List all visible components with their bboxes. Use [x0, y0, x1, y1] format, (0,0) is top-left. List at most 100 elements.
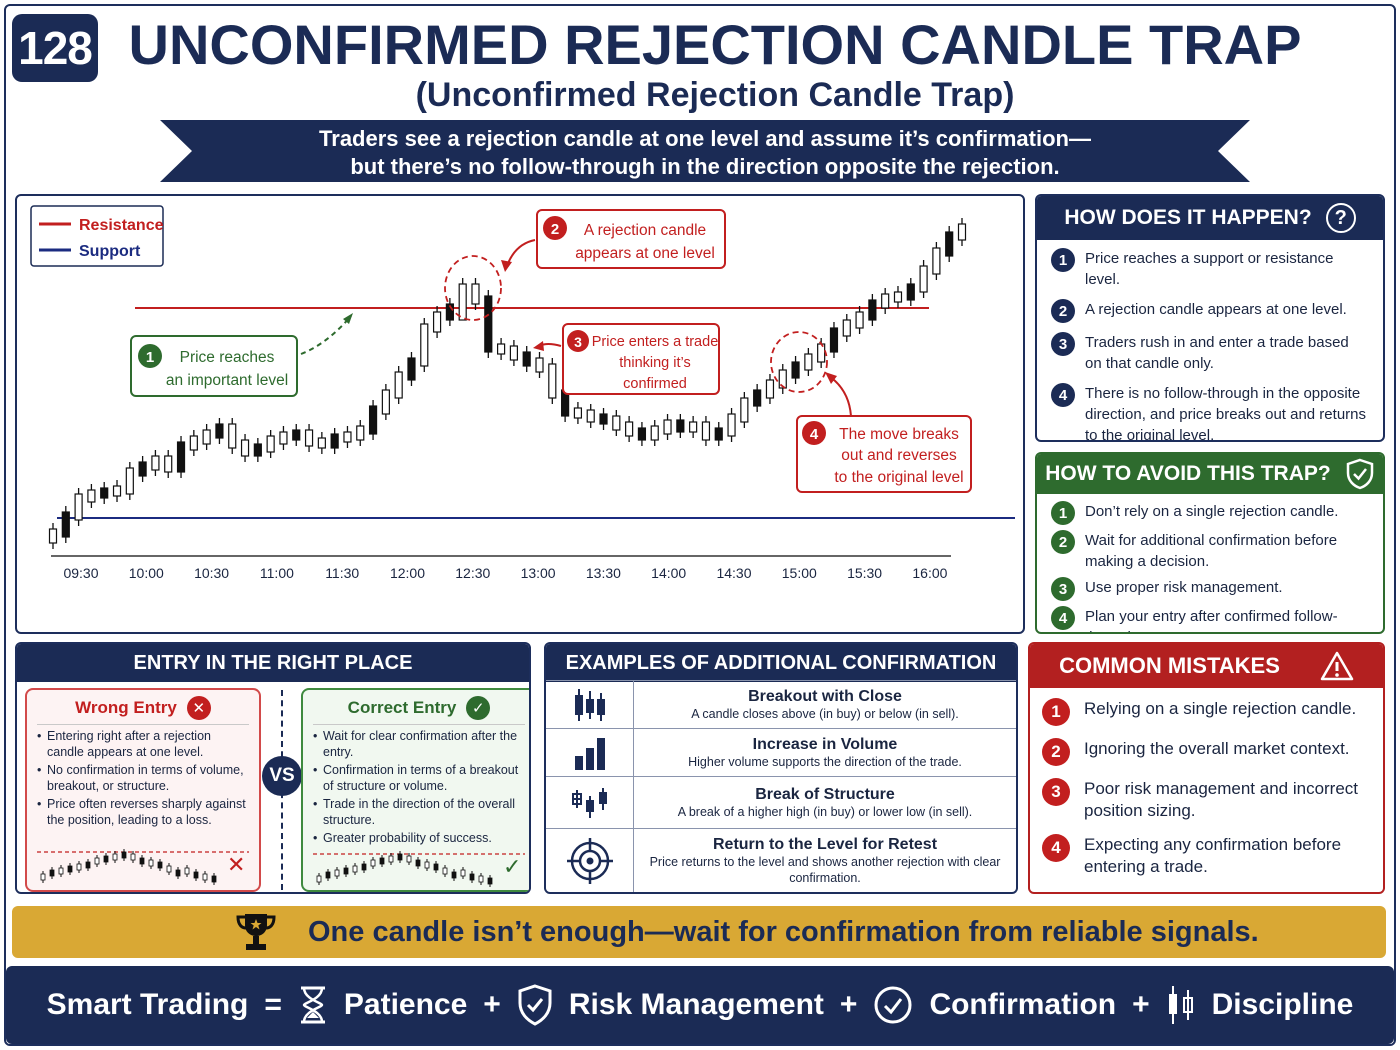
footer-risk-management: Risk Management: [568, 988, 824, 1021]
x-tick-label: 16:00: [912, 565, 947, 581]
candle-body: [791, 361, 800, 379]
list-item: Entering right after a rejection candle …: [37, 729, 249, 760]
footer-plus-1: +: [483, 988, 501, 1021]
check-circle-icon: [874, 986, 912, 1024]
mini-candle-body: [361, 863, 367, 871]
list-item: 4 Expecting any confirmation before enter…: [1042, 834, 1371, 878]
candle-body: [330, 433, 339, 449]
annotation-2-line2: appears at one level: [575, 245, 715, 262]
how-num-4: 4: [1051, 383, 1075, 407]
correct-entry-header: Correct Entry ✓: [313, 696, 525, 725]
candle-body: [957, 223, 967, 241]
candle-body: [893, 291, 903, 303]
how-text-1: Price reaches a support or resistance le…: [1085, 250, 1334, 288]
candle-body: [74, 493, 83, 521]
mistake-num-3: 3: [1042, 778, 1070, 806]
mistake-num-4: 4: [1042, 834, 1070, 862]
candle-body: [48, 528, 58, 544]
mistake-num-1: 1: [1042, 698, 1070, 726]
mini-candle-body: [94, 857, 100, 865]
candle-body: [548, 363, 557, 399]
candle-body: [804, 353, 813, 371]
footer-discipline: Discipline: [1211, 988, 1354, 1021]
avoid-list: 1 Don’t rely on a single rejection candle…: [1037, 494, 1383, 632]
annotation-3-number: 3: [574, 334, 582, 350]
candle-body: [637, 427, 647, 441]
list-item: Confirmation in terms of a breakout of s…: [313, 763, 525, 794]
mistake-num-2: 2: [1042, 738, 1070, 766]
candle-body: [471, 283, 480, 305]
x-tick-label: 14:30: [716, 565, 751, 581]
mini-candle-body: [343, 867, 349, 875]
mistakes-header: COMMON MISTAKES: [1030, 644, 1383, 688]
mini-candle-body: [352, 865, 358, 873]
wrong-entry-mini-chart: ✕: [37, 849, 249, 885]
candle-body: [535, 357, 544, 373]
annotation-3-line1: Price enters a trade: [592, 334, 719, 350]
hourglass-icon: [300, 986, 325, 1024]
example-row-structure: Break of Structure A break of a higher hi…: [546, 776, 1016, 828]
candle-body: [701, 421, 711, 441]
mini-candle-body: [103, 855, 109, 863]
candle-body: [368, 405, 378, 435]
candle-body: [343, 431, 352, 443]
examples-title: EXAMPLES OF ADDITIONAL CONFIRMATION: [546, 644, 1016, 682]
candle-body: [445, 303, 454, 321]
candle-body: [689, 421, 698, 433]
annotation-3-line2: thinking it’s: [619, 355, 690, 371]
mini-candle-body: [40, 873, 46, 881]
list-item: 4 Plan your entry after confirmed follow-…: [1051, 606, 1369, 632]
candle-body: [100, 487, 109, 499]
ribbon-line-2: but there’s no follow-through in the dir…: [350, 154, 1060, 179]
mini-candle-body: [157, 861, 163, 869]
mini-candle-body: [184, 867, 190, 875]
ribbon-text: Traders see a rejection candle at one le…: [220, 125, 1190, 181]
candle-body: [727, 413, 736, 437]
avoid-num-3: 3: [1051, 577, 1075, 601]
wrong-entry-card: Wrong Entry ✕ Entering right after a rej…: [25, 688, 261, 892]
how-text-2: A rejection candle appears at one level.: [1085, 301, 1347, 318]
how-to-avoid-panel: HOW TO AVOID THIS TRAP? 1 Don’t rely on a…: [1035, 452, 1385, 634]
mini-candle-body: [130, 853, 136, 861]
mini-candle-body: [49, 869, 55, 877]
candle-body: [932, 247, 941, 275]
candle-body: [112, 485, 122, 497]
avoid-text-2: Wait for additional confirmation before …: [1085, 532, 1338, 570]
candle-body: [740, 397, 749, 423]
how-num-2: 2: [1051, 299, 1075, 323]
shield-check-icon: [1346, 458, 1373, 490]
warning-icon: [1320, 651, 1354, 681]
mistakes-list: 1 Relying on a single rejection candle. 2…: [1030, 688, 1383, 878]
page-subtitle: (Unconfirmed Rejection Candle Trap): [415, 76, 1015, 114]
correct-entry-card: Correct Entry ✓ Wait for clear confirmat…: [301, 688, 529, 892]
candle-body: [945, 231, 954, 257]
mini-candle-body: [379, 857, 385, 865]
mini-candle-body: [406, 855, 412, 863]
example-2-desc: Higher volume supports the direction of …: [688, 754, 962, 769]
candle-body: [381, 389, 390, 415]
candle-body: [522, 351, 531, 367]
mini-candle-body: [58, 867, 64, 875]
legend: Resistance Support: [30, 205, 164, 267]
page-title: UNCONFIRMED REJECTION CANDLE TRAP: [128, 13, 1302, 76]
mini-candle-body: [121, 851, 127, 859]
avoid-text-3: Use proper risk management.: [1085, 579, 1283, 596]
mini-candle-body: [76, 863, 82, 871]
mini-candle-body: [370, 859, 376, 867]
candle-body: [458, 283, 467, 321]
page-frame: [4, 4, 1396, 1046]
how-text-4: There is no follow-through in the opposi…: [1085, 385, 1366, 442]
example-row-retest: Return to the Level for Retest Price retu…: [546, 828, 1016, 892]
mini-candle-body: [334, 869, 340, 877]
key-message-text: One candle isn’t enough—wait for confirm…: [308, 915, 1259, 948]
entry-panel: ENTRY IN THE RIGHT PLACE Wrong Entry ✕ E…: [15, 642, 531, 894]
legend-resistance-label: Resistance: [79, 217, 164, 234]
candle-body: [612, 415, 621, 431]
list-item: 3 Traders rush in and enter a trade based…: [1051, 332, 1369, 374]
candlestick-chart: Resistance Support 09:30 10:00 10:30 11:00 1…: [15, 194, 1025, 634]
annotation-4: 4 The move breaks out and reverses to th…: [796, 372, 972, 493]
legend-support-label: Support: [79, 243, 141, 260]
how-num-3: 3: [1051, 332, 1075, 356]
mini-candle-body: [424, 861, 430, 869]
check-icon: ✓: [503, 855, 521, 880]
